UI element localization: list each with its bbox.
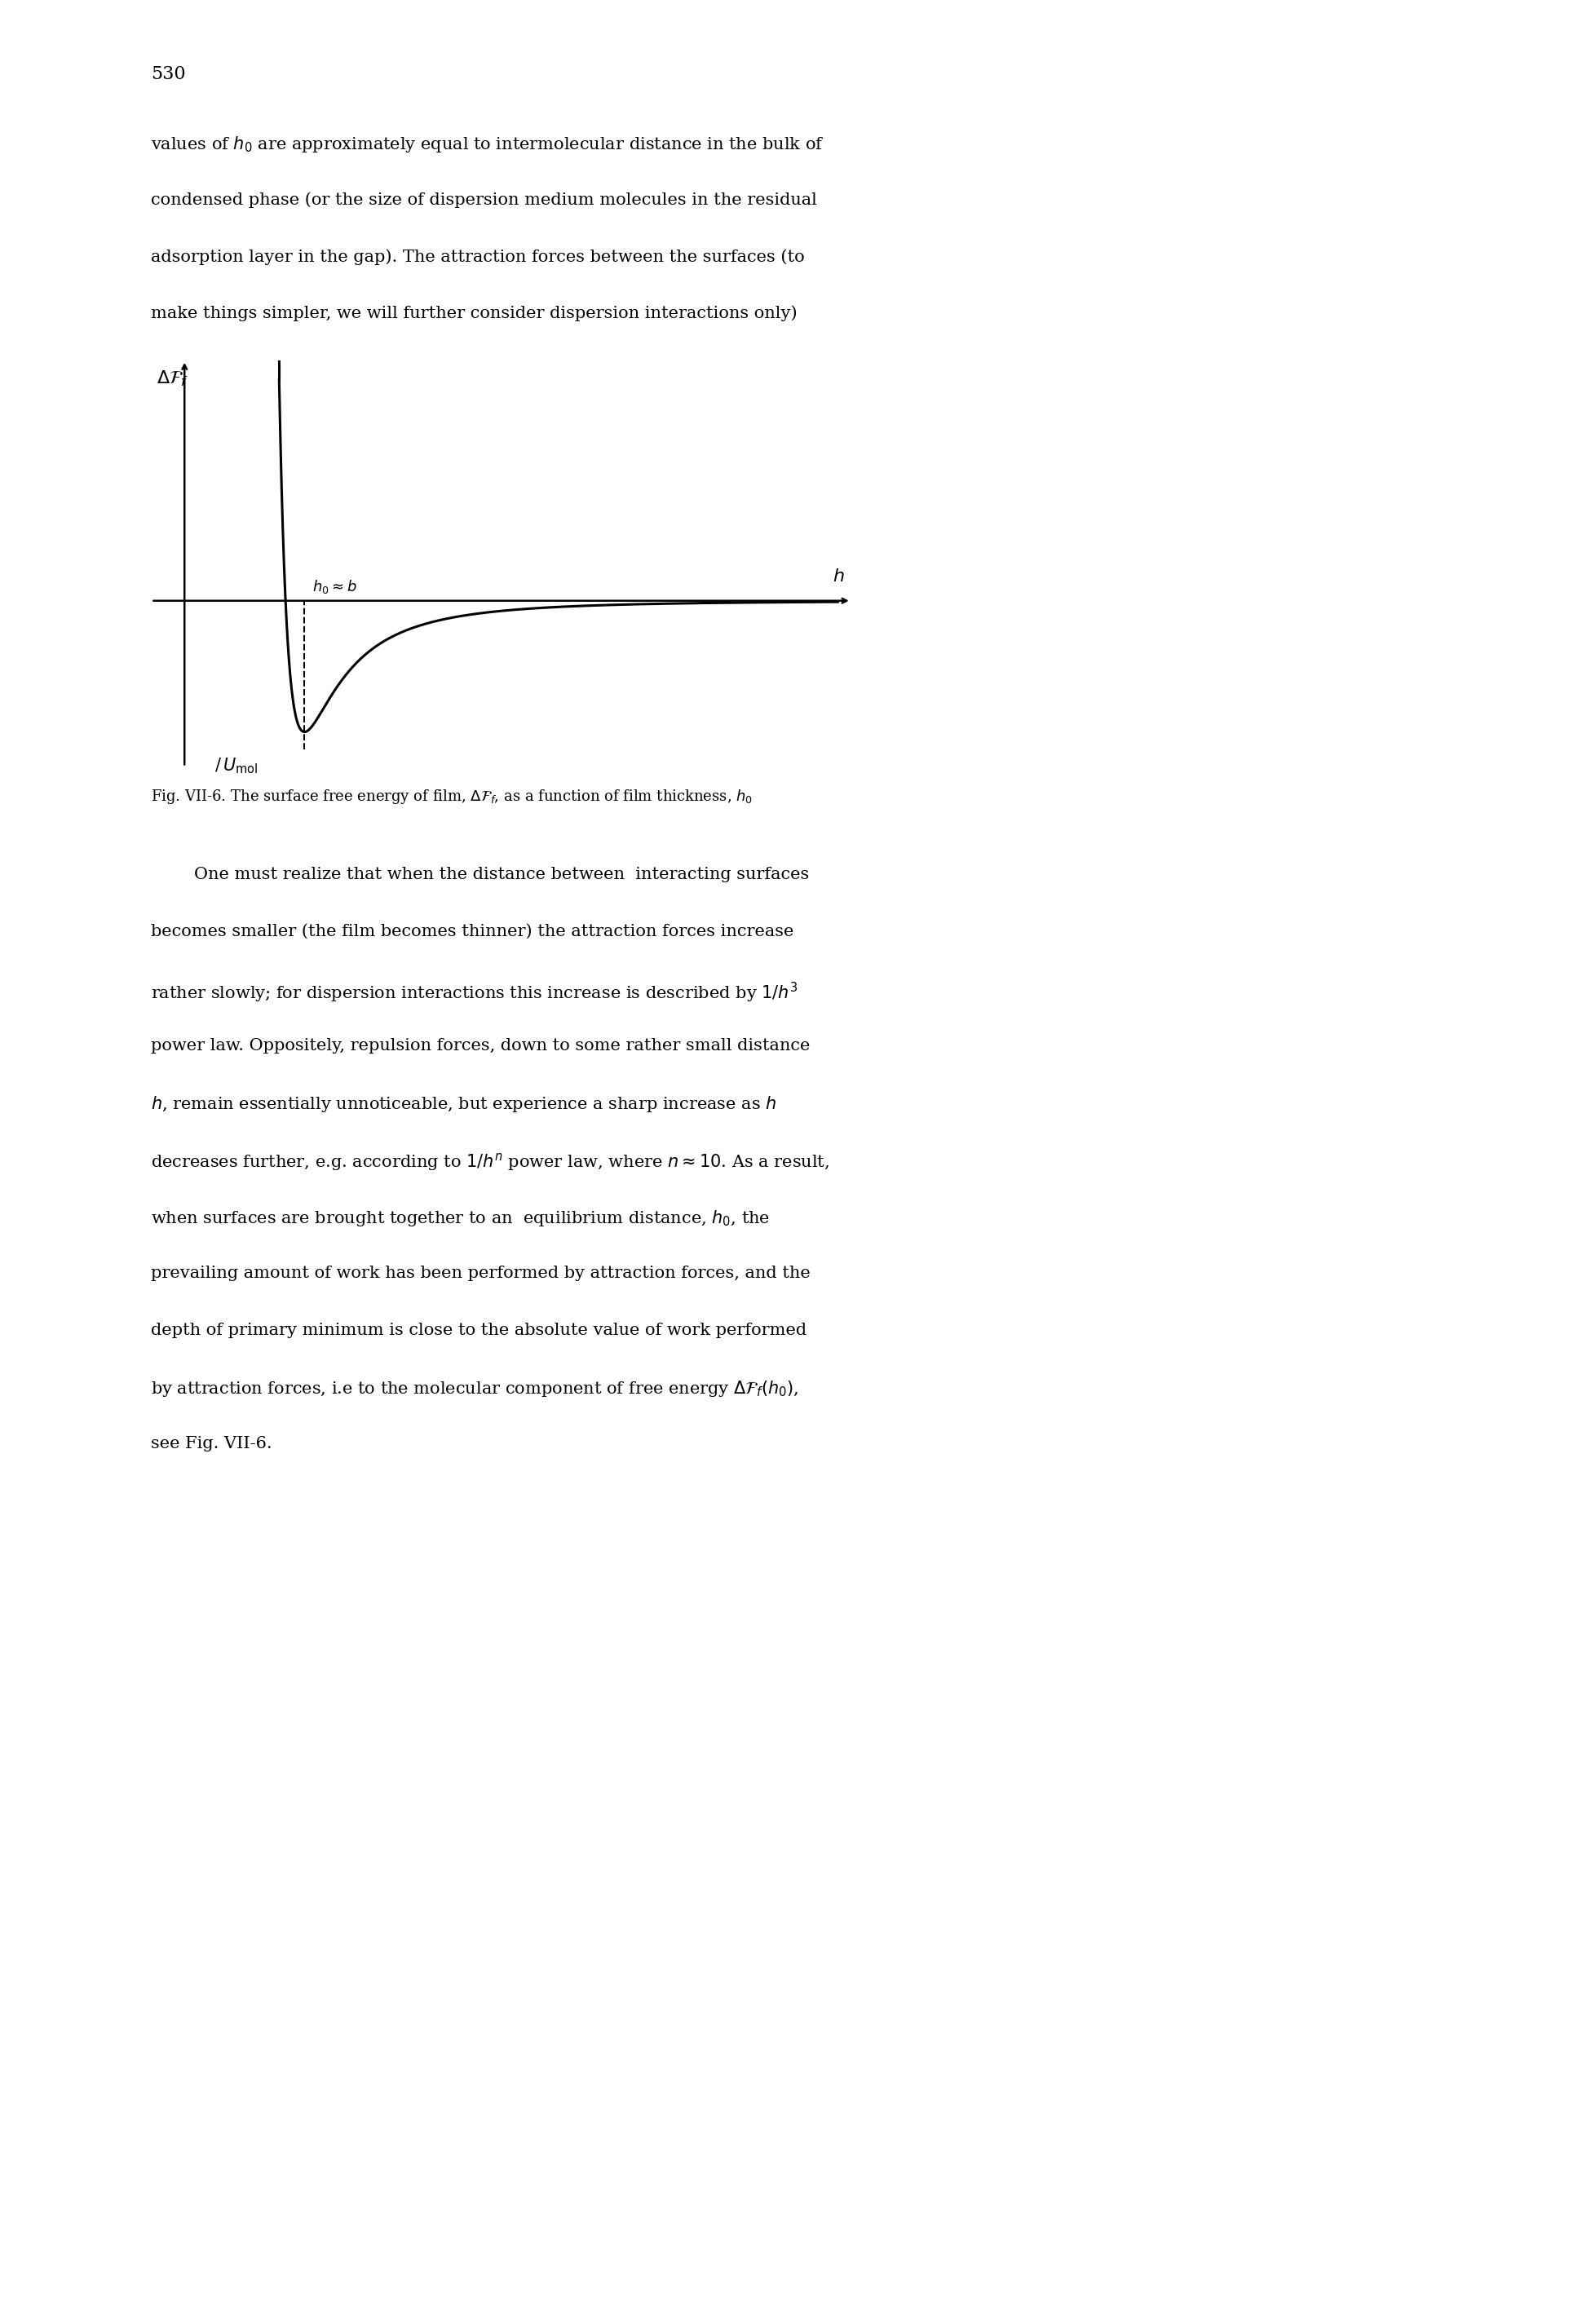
Text: 530: 530 [151, 65, 186, 84]
Text: values of $h_0$ are approximately equal to intermolecular distance in the bulk o: values of $h_0$ are approximately equal … [151, 135, 824, 153]
Text: $h$, remain essentially unnoticeable, but experience a sharp increase as $h$: $h$, remain essentially unnoticeable, bu… [151, 1095, 776, 1113]
Text: rather slowly; for dispersion interactions this increase is described by $1/h^3$: rather slowly; for dispersion interactio… [151, 981, 799, 1004]
Text: make things simpler, we will further consider dispersion interactions only): make things simpler, we will further con… [151, 307, 797, 321]
Text: $h$: $h$ [832, 567, 845, 586]
Text: when surfaces are brought together to an  equilibrium distance, $h_0$, the: when surfaces are brought together to an… [151, 1208, 770, 1227]
Text: depth of primary minimum is close to the absolute value of work performed: depth of primary minimum is close to the… [151, 1322, 807, 1339]
Text: $\!\!/\,U_{\mathrm{mol}}$: $\!\!/\,U_{\mathrm{mol}}$ [215, 755, 258, 776]
Text: becomes smaller (the film becomes thinner) the attraction forces increase: becomes smaller (the film becomes thinne… [151, 925, 794, 939]
Text: by attraction forces, i.e to the molecular component of free energy $\Delta\math: by attraction forces, i.e to the molecul… [151, 1380, 799, 1399]
Text: predominantly act when $h > h_0$, while Born repulsion becomes significant at: predominantly act when $h > h_0$, while … [151, 363, 808, 381]
Text: see Fig. VII-6.: see Fig. VII-6. [151, 1436, 272, 1452]
Text: $h_0 \approx b$: $h_0 \approx b$ [312, 579, 356, 595]
Text: condensed phase (or the size of dispersion medium molecules in the residual: condensed phase (or the size of dispersi… [151, 193, 818, 207]
Text: prevailing amount of work has been performed by attraction forces, and the: prevailing amount of work has been perfo… [151, 1264, 811, 1281]
Text: power law. Oppositely, repulsion forces, down to some rather small distance: power law. Oppositely, repulsion forces,… [151, 1039, 810, 1053]
Text: adsorption layer in the gap). The attraction forces between the surfaces (to: adsorption layer in the gap). The attrac… [151, 249, 805, 265]
Text: decreases further, e.g. according to $1/h^n$ power law, where $n \approx 10$. As: decreases further, e.g. according to $1/… [151, 1153, 829, 1174]
Text: Fig. VII-6. The surface free energy of film, $\Delta\mathcal{F}_f$, as a functio: Fig. VII-6. The surface free energy of f… [151, 788, 753, 806]
Text: One must realize that when the distance between  interacting surfaces: One must realize that when the distance … [151, 867, 810, 883]
Text: $\Delta \mathcal{F}_f$: $\Delta \mathcal{F}_f$ [156, 370, 189, 388]
Text: $h < h_0$.: $h < h_0$. [151, 421, 207, 439]
